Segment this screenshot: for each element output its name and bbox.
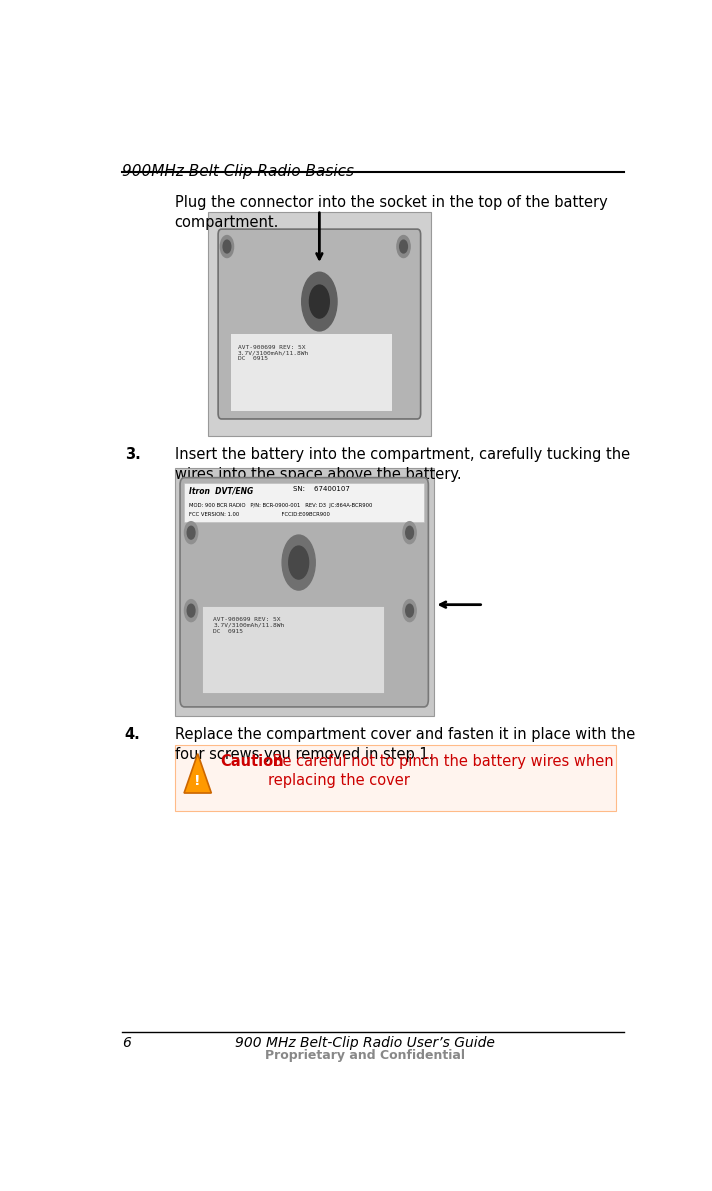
FancyBboxPatch shape bbox=[174, 744, 616, 811]
FancyBboxPatch shape bbox=[184, 484, 424, 522]
FancyBboxPatch shape bbox=[230, 332, 392, 411]
Text: FCC VERSION: 1.00                          FCCID:E09BCR900: FCC VERSION: 1.00 FCCID:E09BCR900 bbox=[189, 512, 330, 517]
Circle shape bbox=[220, 236, 234, 257]
Circle shape bbox=[399, 241, 407, 252]
Circle shape bbox=[184, 522, 198, 543]
Text: Proprietary and Confidential: Proprietary and Confidential bbox=[265, 1049, 465, 1062]
Circle shape bbox=[397, 236, 410, 257]
Text: Be careful not to pinch the battery wires when
replacing the cover: Be careful not to pinch the battery wire… bbox=[268, 754, 614, 788]
Text: !: ! bbox=[194, 774, 201, 788]
FancyBboxPatch shape bbox=[208, 212, 431, 436]
Text: AVT-900699 REV: 5X
3.7V/3100mAh/11.8Wh
DC  0915: AVT-900699 REV: 5X 3.7V/3100mAh/11.8Wh D… bbox=[213, 617, 284, 634]
Text: 4.: 4. bbox=[125, 727, 140, 742]
FancyBboxPatch shape bbox=[180, 478, 429, 707]
Circle shape bbox=[223, 241, 231, 252]
Text: 900MHz Belt Clip Radio Basics: 900MHz Belt Clip Radio Basics bbox=[122, 164, 354, 179]
Text: 6: 6 bbox=[122, 1036, 131, 1050]
Circle shape bbox=[184, 599, 198, 622]
Circle shape bbox=[302, 273, 337, 331]
Text: Itron  DVT/ENG: Itron DVT/ENG bbox=[189, 487, 253, 495]
Circle shape bbox=[406, 526, 414, 540]
Circle shape bbox=[187, 526, 195, 540]
Circle shape bbox=[406, 604, 414, 617]
Text: 3.: 3. bbox=[125, 448, 140, 462]
Text: Insert the battery into the compartment, carefully tucking the
wires into the sp: Insert the battery into the compartment,… bbox=[174, 448, 629, 482]
Text: 900 MHz Belt-Clip Radio User’s Guide: 900 MHz Belt-Clip Radio User’s Guide bbox=[235, 1036, 495, 1050]
Circle shape bbox=[310, 285, 330, 318]
Circle shape bbox=[403, 599, 417, 622]
Text: SN:    67400107: SN: 67400107 bbox=[293, 486, 350, 492]
Circle shape bbox=[282, 535, 315, 590]
Polygon shape bbox=[184, 754, 211, 793]
FancyBboxPatch shape bbox=[174, 468, 434, 716]
Circle shape bbox=[403, 522, 417, 543]
Text: AVT-900699 REV: 5X
3.7V/3100mAh/11.8Wh
DC  0915: AVT-900699 REV: 5X 3.7V/3100mAh/11.8Wh D… bbox=[238, 344, 309, 361]
Circle shape bbox=[289, 545, 308, 579]
Text: Caution: Caution bbox=[220, 754, 283, 768]
Circle shape bbox=[187, 604, 195, 617]
FancyBboxPatch shape bbox=[202, 606, 384, 693]
FancyBboxPatch shape bbox=[218, 229, 421, 419]
Text: Plug the connector into the socket in the top of the battery
compartment.: Plug the connector into the socket in th… bbox=[174, 195, 607, 230]
Text: Replace the compartment cover and fasten it in place with the
four screws you re: Replace the compartment cover and fasten… bbox=[174, 727, 635, 762]
Text: MOD: 900 BCR RADIO   P/N: BCR-0900-001   REV: D3  JC:864A-BCR900: MOD: 900 BCR RADIO P/N: BCR-0900-001 REV… bbox=[189, 503, 373, 507]
